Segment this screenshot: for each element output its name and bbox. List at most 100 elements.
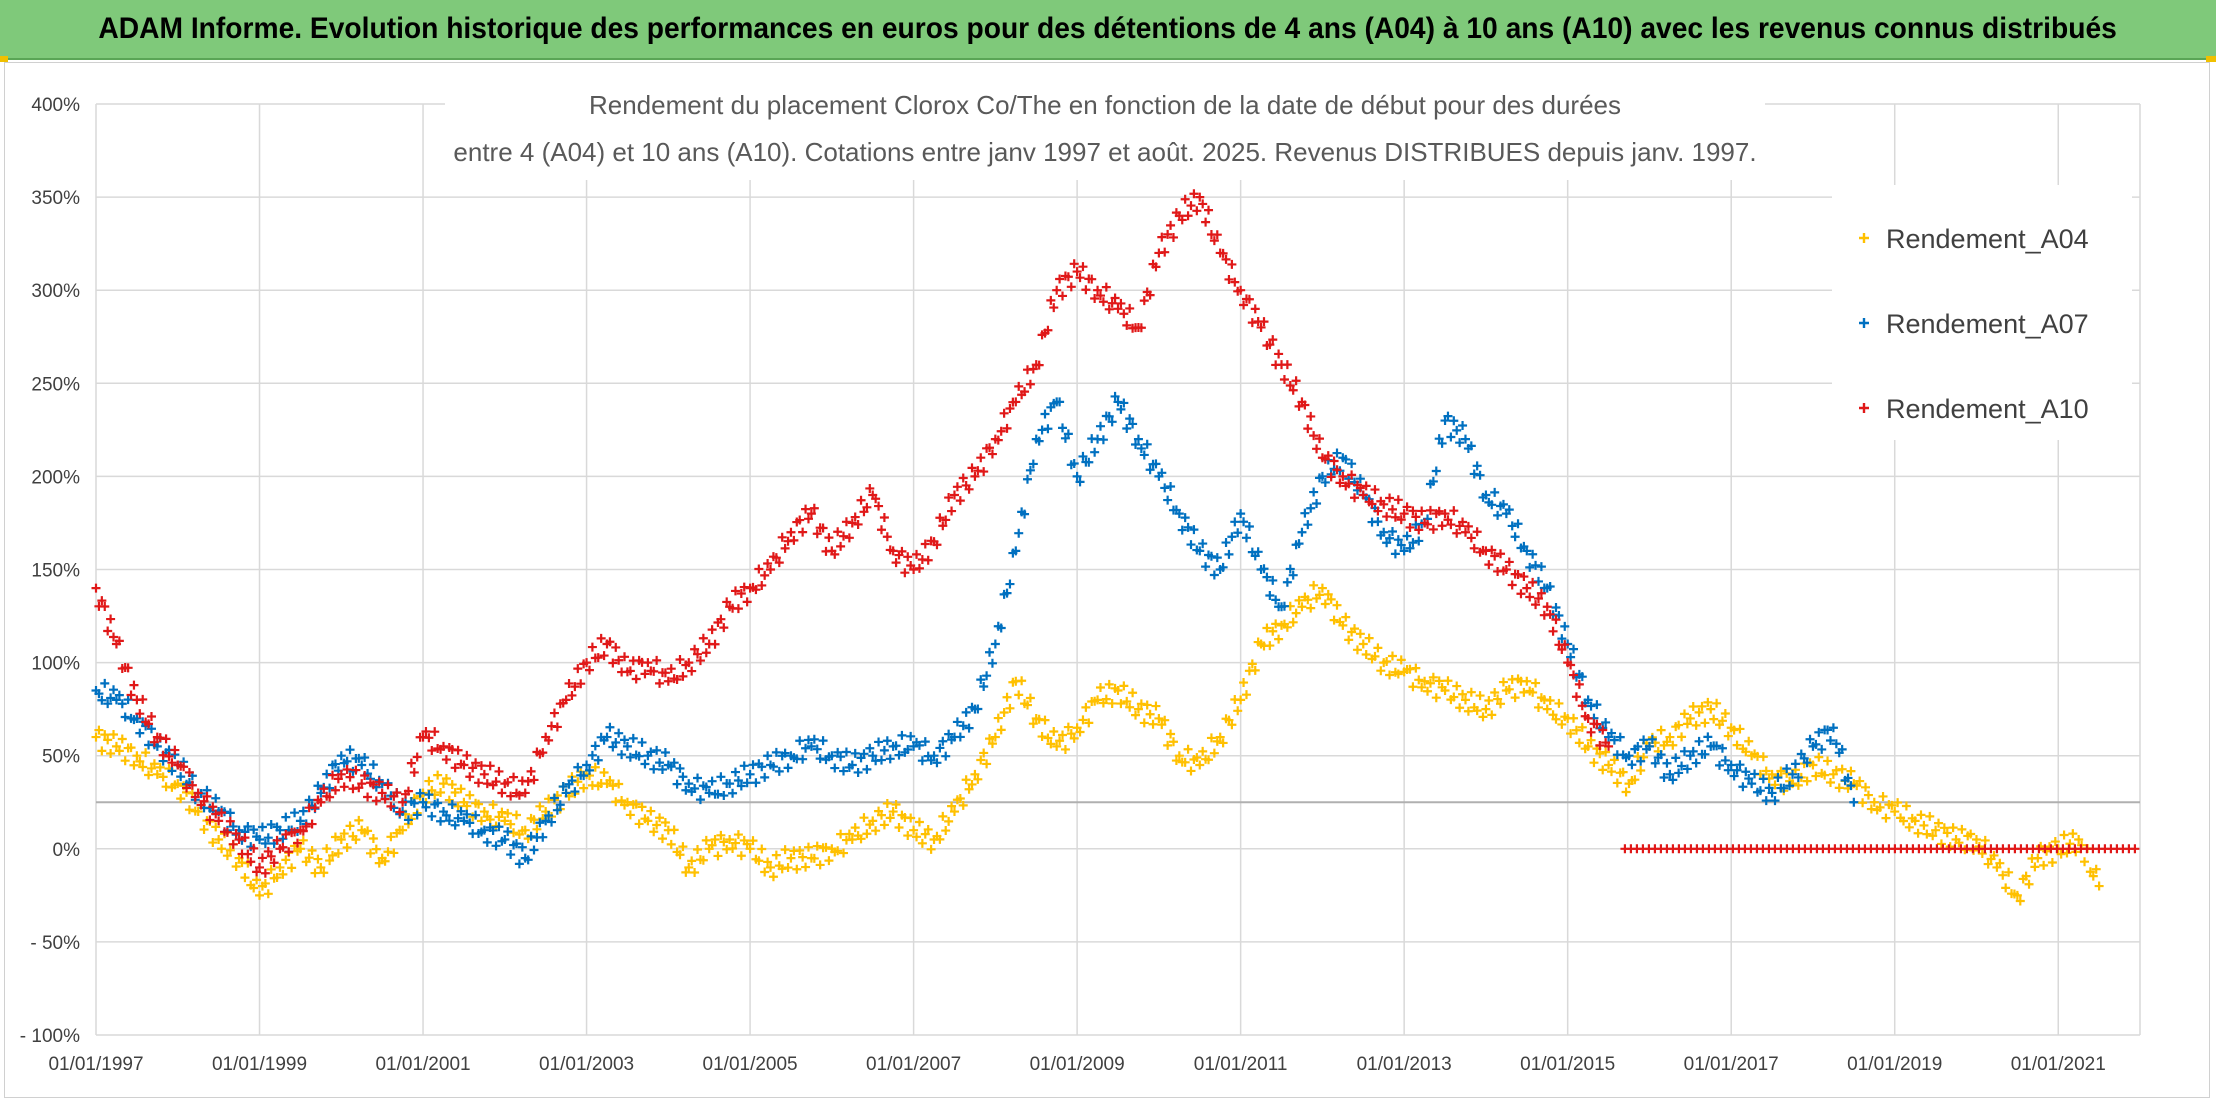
data-point [471, 758, 481, 768]
data-point [491, 777, 501, 787]
data-point [996, 623, 1006, 633]
data-point [438, 779, 448, 789]
data-point [701, 835, 711, 845]
data-point [1411, 512, 1421, 522]
data-point [1218, 738, 1228, 748]
data-point [1715, 760, 1725, 770]
data-point [736, 588, 746, 598]
data-point [584, 665, 594, 675]
data-point [1262, 572, 1272, 582]
data-point [1236, 509, 1246, 519]
data-point [564, 678, 574, 688]
data-point [1668, 740, 1678, 750]
data-point [733, 776, 743, 786]
data-point [1326, 472, 1336, 482]
data-point [1180, 194, 1190, 204]
data-point [1206, 733, 1216, 743]
data-point [1122, 424, 1132, 434]
data-point [167, 758, 177, 768]
data-point [1402, 531, 1412, 541]
data-point [225, 845, 235, 855]
data-point [383, 847, 393, 857]
data-point [900, 568, 910, 578]
data-point [1262, 623, 1272, 633]
data-point [1093, 285, 1103, 295]
data-point [1417, 682, 1427, 692]
data-point [1691, 720, 1701, 730]
data-point [777, 532, 787, 542]
data-point [1542, 704, 1552, 714]
data-point [1717, 716, 1727, 726]
data-point [1081, 702, 1091, 712]
data-point [106, 693, 116, 703]
data-point [1387, 526, 1397, 536]
data-point [368, 760, 378, 770]
data-point [1274, 634, 1284, 644]
data-point [398, 825, 408, 835]
data-point [330, 785, 340, 795]
data-point [1560, 640, 1570, 650]
data-point [2004, 867, 2014, 877]
data-point [1463, 706, 1473, 716]
data-point [1478, 712, 1488, 722]
data-point [182, 783, 192, 793]
data-point [1005, 579, 1015, 589]
data-point [260, 868, 270, 878]
data-point [1825, 777, 1835, 787]
data-point [722, 597, 732, 607]
data-point [1557, 645, 1567, 655]
data-point [1674, 768, 1684, 778]
data-point [920, 829, 930, 839]
data-point [1352, 645, 1362, 655]
data-point [967, 779, 977, 789]
legend-item-Rendement_A10: Rendement_A10 [1859, 394, 2089, 424]
data-point [1659, 773, 1669, 783]
data-point [281, 812, 291, 822]
data-point [1396, 540, 1406, 550]
data-point [441, 773, 451, 783]
data-point [716, 772, 726, 782]
x-tick-label: 01/01/2001 [375, 1054, 470, 1075]
data-point [1399, 546, 1409, 556]
data-point [114, 636, 124, 646]
data-point [690, 868, 700, 878]
data-point [1350, 624, 1360, 634]
legend-backdrop [1832, 185, 2132, 440]
data-point [1855, 776, 1865, 786]
data-point [1750, 769, 1760, 779]
data-point [1831, 765, 1841, 775]
x-tick-label: 01/01/2003 [539, 1054, 634, 1075]
data-point [319, 784, 329, 794]
data-point [1265, 590, 1275, 600]
data-point [1957, 824, 1967, 834]
data-point [1043, 733, 1053, 743]
data-point [1408, 682, 1418, 692]
data-point [217, 808, 227, 818]
data-point [1309, 580, 1319, 590]
data-point [1025, 465, 1035, 475]
data-point [430, 727, 440, 737]
data-point [827, 751, 837, 761]
data-point [1271, 619, 1281, 629]
data-point [225, 816, 235, 826]
data-point [742, 778, 752, 788]
data-point [1198, 199, 1208, 209]
data-point [1110, 293, 1120, 303]
data-point [771, 747, 781, 757]
data-point [1682, 764, 1692, 774]
data-point [319, 868, 329, 878]
data-point [730, 767, 740, 777]
data-point [228, 839, 238, 849]
data-point [1650, 758, 1660, 768]
data-point [395, 807, 405, 817]
data-point [1472, 706, 1482, 716]
data-point [1531, 600, 1541, 610]
data-point [932, 758, 942, 768]
data-point [240, 873, 250, 883]
data-point [757, 580, 767, 590]
data-point [1160, 715, 1170, 725]
banner-title: ADAM Informe. Evolution historique des p… [98, 12, 2118, 45]
data-point [170, 745, 180, 755]
data-point [555, 800, 565, 810]
data-point [1347, 470, 1357, 480]
